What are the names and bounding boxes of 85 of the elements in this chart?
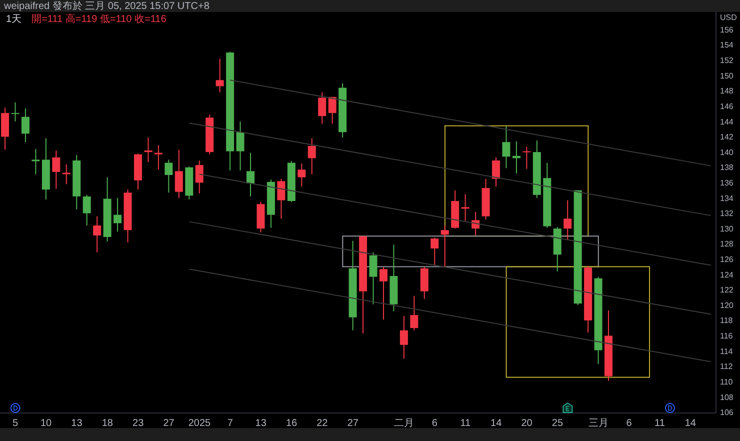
y-tick-label: 148 (720, 86, 734, 96)
candlestick (440, 225, 449, 268)
y-tick-label: 108 (720, 392, 734, 402)
x-tick-label: 16 (286, 418, 298, 429)
x-tick-label: 5 (12, 418, 19, 429)
x-tick-label: 14 (684, 418, 696, 429)
y-tick-label: 128 (720, 240, 734, 249)
y-tick-label: 132 (720, 209, 734, 218)
candlestick (236, 120, 244, 171)
y-tick-label: 134 (720, 194, 734, 203)
x-tick-label: 20 (521, 418, 533, 429)
candlestick (164, 159, 173, 194)
candlestick (369, 252, 378, 305)
y-tick-label: 114 (720, 346, 734, 356)
chart-subtitle: 1天 (6, 14, 22, 26)
x-tick-label: 14 (490, 418, 502, 429)
candlestick (144, 137, 152, 162)
candlestick (420, 266, 428, 300)
candlestick (246, 152, 255, 197)
y-tick-label: 138 (720, 163, 734, 172)
y-tick-label: 146 (720, 102, 734, 111)
x-tick-label: 6 (626, 418, 632, 429)
y-tick-label: 150 (720, 71, 734, 80)
y-tick-label: 144 (720, 117, 734, 126)
y-tick-label: 126 (720, 255, 734, 264)
candlestick (21, 108, 30, 143)
x-tick-label: 18 (102, 418, 114, 429)
y-tick-label: 118 (720, 316, 734, 326)
x-tick-label: 2025 (188, 418, 212, 429)
x-tick-label: 25 (552, 418, 564, 429)
annotation: 開=111 高=119 低=110 收=116 (32, 14, 166, 26)
x-tick-label: 10 (40, 418, 52, 429)
y-tick-label: 122 (720, 286, 734, 295)
candlestick (400, 315, 408, 360)
x-tick-label: 三月 (588, 418, 608, 429)
y-tick-label: 140 (720, 148, 734, 157)
candlestick (93, 216, 102, 253)
candlestick (564, 200, 572, 241)
x-tick-label: 13 (255, 418, 267, 429)
x-tick-label: 11 (654, 418, 666, 429)
x-tick-label: 13 (71, 418, 83, 429)
x-tick-label: 27 (347, 418, 359, 429)
candlestick (114, 197, 122, 232)
y-tick-label: 124 (720, 270, 734, 280)
candlestick (492, 156, 500, 187)
candlestick (154, 144, 162, 170)
candlestick (461, 194, 470, 222)
y-tick-label: 120 (720, 300, 734, 310)
candlestick (52, 150, 60, 190)
x-tick-label: 27 (163, 418, 175, 429)
y-tick-label: 106 (720, 408, 734, 418)
y-tick-label: 116 (720, 332, 734, 341)
candlestick (82, 194, 91, 226)
candlestick (298, 163, 306, 187)
candlestick (62, 164, 70, 185)
x-tick-label: 7 (227, 418, 234, 429)
candlestick (502, 126, 510, 169)
candlestick (318, 92, 326, 124)
text: weipaifred 發布於 三月 05, 2025 15:07 UTC+8 (4, 0, 210, 12)
candlestick (1, 107, 10, 150)
candlestick (308, 138, 316, 175)
y-tick-label: 110 (720, 377, 734, 386)
candlestick (216, 58, 224, 93)
x-tick-label: 二月 (394, 418, 414, 429)
y-tick-label: 152 (720, 56, 734, 66)
y-tick-label: 136 (720, 178, 734, 188)
y-tick-label: 156 (720, 25, 734, 34)
x-tick-label: 22 (316, 418, 328, 429)
candlestick (195, 160, 204, 194)
y-tick-label: 142 (720, 132, 734, 142)
y-tick-label: 112 (720, 362, 734, 372)
candlestick (277, 178, 286, 220)
y-axis-title: USD (720, 13, 738, 22)
x-tick-label: 6 (432, 418, 438, 429)
y-tick-label: 130 (720, 224, 734, 234)
candlestick (522, 146, 531, 170)
y-tick-label: 154 (720, 40, 734, 50)
candlestick (379, 266, 388, 320)
candlestick (32, 148, 40, 175)
candlestick (174, 149, 183, 198)
candlestick (430, 237, 439, 266)
x-tick-label: 23 (132, 418, 144, 429)
x-tick-label: 11 (460, 418, 472, 429)
candlestick (11, 102, 20, 122)
candlestick (410, 295, 418, 331)
